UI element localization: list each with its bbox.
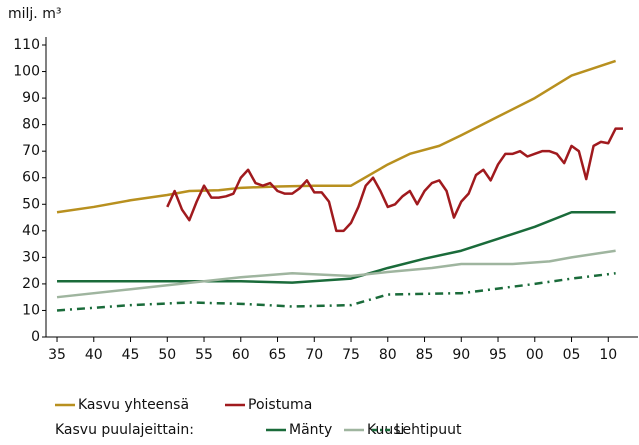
series-line <box>56 272 616 312</box>
y-tick-label: 80 <box>22 117 40 133</box>
x-tick-label: 90 <box>452 347 470 363</box>
x-tick-label: 55 <box>195 347 213 363</box>
y-tick-label: 110 <box>13 37 40 53</box>
legend-group-label: Kasvu puulajeittain: <box>55 422 194 438</box>
legend-label: Kasvu yhteensä <box>78 397 189 413</box>
y-tick-label: 100 <box>13 64 40 80</box>
x-tick-label: 60 <box>232 347 250 363</box>
x-tick-label: 40 <box>85 347 103 363</box>
y-unit: milj. m³ <box>8 6 61 22</box>
series-line <box>166 127 623 233</box>
y-tick-label: 20 <box>22 276 40 292</box>
legend-label: Poistuma <box>248 397 312 413</box>
x-tick-label: 80 <box>379 347 397 363</box>
x-tick-label: 85 <box>416 347 434 363</box>
legend-label: Mänty <box>289 422 332 438</box>
y-tick-label: 0 <box>31 329 40 345</box>
x-tick-label: 70 <box>305 347 323 363</box>
series-line <box>56 59 617 214</box>
x-tick-label: 35 <box>48 347 66 363</box>
series-line <box>57 210 616 284</box>
x-tick-label: 00 <box>526 347 544 363</box>
x-tick-label: 45 <box>122 347 140 363</box>
legend-label: Lehtipuut <box>395 422 462 438</box>
y-tick-label: 30 <box>22 249 40 265</box>
series-line <box>56 249 616 299</box>
x-tick-label: 05 <box>563 347 581 363</box>
y-tick-label: 90 <box>22 90 40 106</box>
y-tick-label: 10 <box>22 302 40 318</box>
y-tick-label: 50 <box>22 196 40 212</box>
x-tick-label: 95 <box>489 347 507 363</box>
y-tick-label: 40 <box>22 223 40 239</box>
y-tick-label: 60 <box>22 170 40 186</box>
x-tick-label: 65 <box>269 347 287 363</box>
y-tick-label: 70 <box>22 143 40 159</box>
x-tick-label: 75 <box>342 347 360 363</box>
x-tick-label: 50 <box>158 347 176 363</box>
x-tick-label: 10 <box>599 347 617 363</box>
